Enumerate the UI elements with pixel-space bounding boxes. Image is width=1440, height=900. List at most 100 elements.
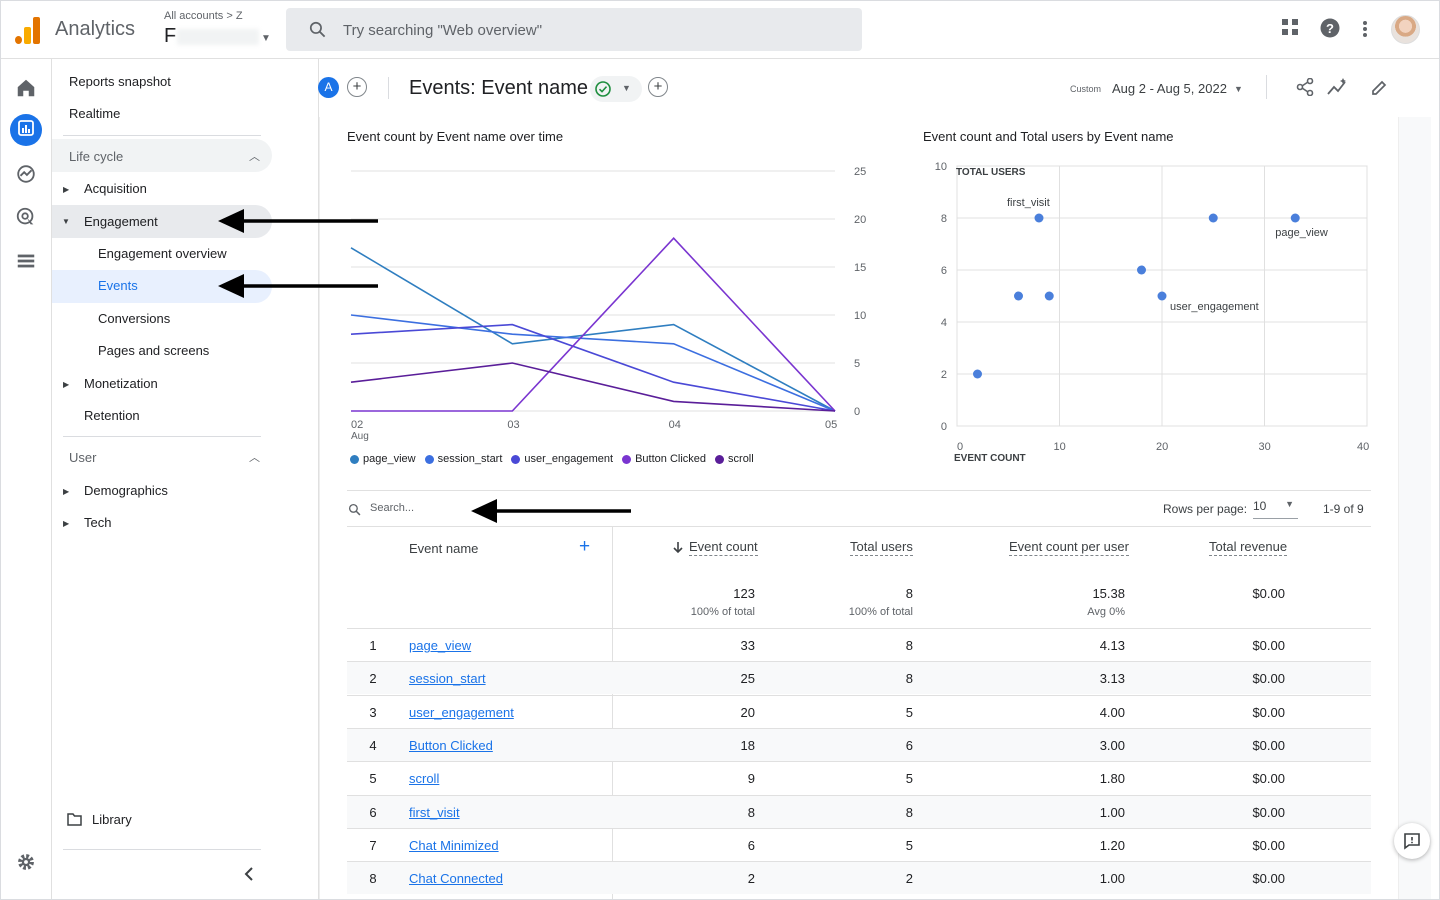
nav-engagement-overview[interactable]: Engagement overview [98,246,227,261]
user-section-label[interactable]: User [69,450,97,465]
collapse-lifecycle-icon[interactable]: ︿ [249,151,260,163]
nav-events[interactable]: Events [98,278,138,293]
col-header-event-count-per-user[interactable]: Event count per user [1009,539,1129,556]
analytics-logo[interactable] [15,16,41,44]
row-index: 2 [369,671,377,687]
advertising-icon[interactable] [15,206,37,228]
row-index: 3 [369,704,377,720]
table-row[interactable]: 4 Button Clicked 18 6 3.00 $0.00 [347,727,1371,761]
top-bar: Analytics All accounts > Z F ▼ Try searc… [1,1,1439,59]
search-bar[interactable]: Try searching "Web overview" [286,8,862,51]
nav-tech[interactable]: Tech [84,515,112,530]
legend-label: Button Clicked [635,453,707,465]
event-count-cell: 9 [747,771,755,787]
event-name-link[interactable]: Chat Connected [409,871,503,887]
date-dropdown-icon[interactable]: ▼ [1234,84,1243,94]
legend-item-button-clicked[interactable]: Button Clicked [622,453,706,465]
legend-item-session-start[interactable]: session_start [424,453,502,465]
expand-monetization-icon[interactable]: ▶ [63,380,70,389]
row-index: 8 [369,871,377,887]
table-row[interactable]: 6 first_visit 8 8 1.00 $0.00 [347,794,1371,828]
nav-retention[interactable]: Retention [84,408,140,423]
nav-engagement[interactable]: Engagement [84,214,158,229]
series-line-user_engagement [350,323,836,412]
nav-realtime[interactable]: Realtime [69,106,121,121]
nav-acquisition[interactable]: Acquisition [84,181,147,196]
lifecycle-header[interactable] [52,139,272,172]
expand-demographics-icon[interactable]: ▶ [63,487,70,496]
edit-pencil-icon[interactable] [1371,79,1388,96]
event-name-link[interactable]: user_engagement [409,704,514,720]
sidebar-divider [63,135,261,136]
nav-monetization[interactable]: Monetization [84,376,158,391]
legend-item-page-view[interactable]: page_view [350,453,416,465]
event-name-link[interactable]: Chat Minimized [409,837,499,853]
total-users-cell: 5 [905,704,913,720]
col-header-total-revenue[interactable]: Total revenue [1209,539,1288,556]
event-name-link[interactable]: page_view [409,638,472,653]
x-tick-sublabel: Aug [351,431,369,442]
user-avatar[interactable] [1391,15,1420,44]
share-icon[interactable] [1296,78,1314,96]
nav-reports-snapshot[interactable]: Reports snapshot [69,74,171,89]
configure-icon[interactable] [15,250,37,272]
report-status-chip[interactable]: ▼ [590,76,642,102]
scatter-point [973,369,982,379]
series-line-button-clicked [351,237,836,412]
account-name-redacted [177,29,259,45]
event-name-link[interactable]: first_visit [409,804,460,820]
table-row[interactable]: 5 scroll 9 5 1.80 $0.00 [347,761,1371,794]
total-event-count: 123 [733,586,755,601]
legend-item-user-engagement[interactable]: user_engagement [511,453,613,465]
col-header-event-name[interactable]: Event name [409,541,479,556]
date-range-picker[interactable]: Aug 2 - Aug 5, 2022 [1112,81,1227,96]
collapse-sidebar-icon[interactable] [244,867,254,881]
add-dimension-plus-icon[interactable]: + [579,536,591,557]
event-name-link[interactable]: scroll [409,771,440,787]
expand-acquisition-icon[interactable]: ▶ [63,185,70,194]
revenue-cell: $0.00 [1252,638,1285,653]
collapse-engagement-icon[interactable]: ▼ [62,217,70,226]
explore-icon[interactable] [15,163,37,185]
legend-item-scroll[interactable]: scroll [715,453,754,465]
expand-tech-icon[interactable]: ▶ [63,519,70,528]
nav-library[interactable]: Library [92,812,132,827]
per-user-cell: 3.13 [1099,671,1125,687]
collapse-user-icon[interactable]: ︿ [249,452,260,464]
table-row[interactable]: 1 page_view 33 8 4.13 $0.00 [347,628,1371,661]
check-circle-icon [595,81,611,97]
account-breadcrumb[interactable]: All accounts > Z [164,10,243,22]
x-tick-label: 0 [957,441,963,453]
table-row[interactable]: 2 session_start 25 8 3.13 $0.00 [347,661,1371,695]
event-name-link[interactable]: Button Clicked [409,737,493,753]
feedback-button[interactable] [1394,823,1430,859]
per-user-cell: 1.20 [1099,837,1125,853]
account-name[interactable]: F [164,25,177,47]
col-header-event-count[interactable]: Event count [689,539,758,556]
home-icon[interactable] [15,77,37,99]
event-count-cell: 25 [740,671,755,687]
event-name-link[interactable]: session_start [409,671,486,687]
y-axis-title: TOTAL USERS [956,167,1026,178]
table-row[interactable]: 7 Chat Minimized 6 5 1.20 $0.00 [347,827,1371,861]
rows-per-page-select[interactable]: 10 ▼ [1253,499,1298,519]
col-header-total-users[interactable]: Total users [850,539,913,556]
help-icon[interactable]: ? [1320,18,1340,38]
table-search-input[interactable]: Search... [370,502,415,514]
comparison-avatar[interactable]: A [318,77,339,98]
table-row[interactable]: 8 Chat Connected 2 2 1.00 $0.00 [347,861,1371,895]
nav-demographics[interactable]: Demographics [84,483,168,498]
add-filter-button[interactable]: + [648,77,668,97]
add-comparison-button[interactable]: + [347,77,367,97]
sort-arrow-down-icon[interactable] [673,541,683,554]
admin-gear-icon[interactable] [16,852,36,872]
account-dropdown-icon[interactable]: ▼ [261,33,271,44]
nav-conversions[interactable]: Conversions [98,311,171,326]
nav-pages-and-screens[interactable]: Pages and screens [98,343,210,358]
more-vert-icon[interactable] [1362,20,1368,38]
table-row[interactable]: 3 user_engagement 20 5 4.00 $0.00 [347,694,1371,728]
scatter-point [1290,213,1300,223]
apps-grid-icon[interactable] [1282,19,1298,35]
insights-icon[interactable] [1327,77,1349,97]
